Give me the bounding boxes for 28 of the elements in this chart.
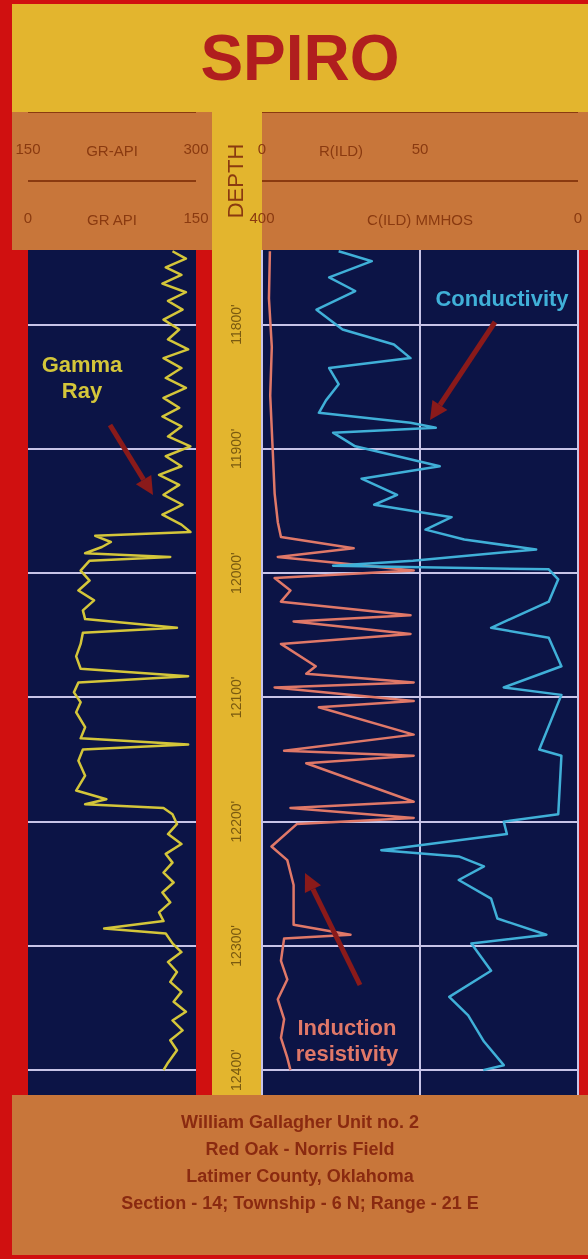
text: William Gallagher Unit no. 2 — [180, 1111, 420, 1134]
series-label: Induction resistivity — [294, 1015, 400, 1067]
text: Latimer County, Oklahoma — [185, 1165, 415, 1188]
x2-axis-title: R(ILD) — [318, 141, 364, 159]
x2-tick-label: 150 — [15, 140, 41, 158]
x2-tick-label: 0 — [257, 140, 267, 158]
text: Conductivity — [434, 286, 570, 312]
x2-tick-label: 50 — [411, 140, 429, 158]
y-tick-label: 12000' — [227, 552, 244, 594]
y-tick-label: 12100' — [227, 676, 244, 719]
x-tick-label: 0 — [23, 209, 33, 227]
y-tick-label: 11900' — [227, 428, 244, 470]
x-tick-label: 150 — [183, 209, 209, 227]
y-tick-label: 12400' — [227, 1049, 244, 1091]
x-tick-label: 400 — [249, 209, 275, 227]
y-axis-title: DEPTH — [223, 143, 249, 219]
text: Section - 14; Township - 6 N; Range - 21 E — [120, 1192, 480, 1215]
y-tick-label: 12300' — [227, 925, 244, 967]
x-axis-title: C(ILD) MMHOS — [367, 210, 473, 228]
y-tick-label: 12200' — [227, 800, 244, 843]
x2-tick-label: 300 — [183, 140, 209, 158]
text: Red Oak - Norris Field — [204, 1138, 396, 1161]
x-tick-label: 0 — [573, 209, 583, 227]
y-tick-label: 11800' — [227, 304, 244, 345]
x2-axis-title: GR-API — [86, 141, 138, 159]
x-axis-title: GR API — [86, 210, 138, 228]
chart-title: SPIRO — [12, 4, 588, 112]
series-label: Gamma Ray — [40, 352, 124, 404]
